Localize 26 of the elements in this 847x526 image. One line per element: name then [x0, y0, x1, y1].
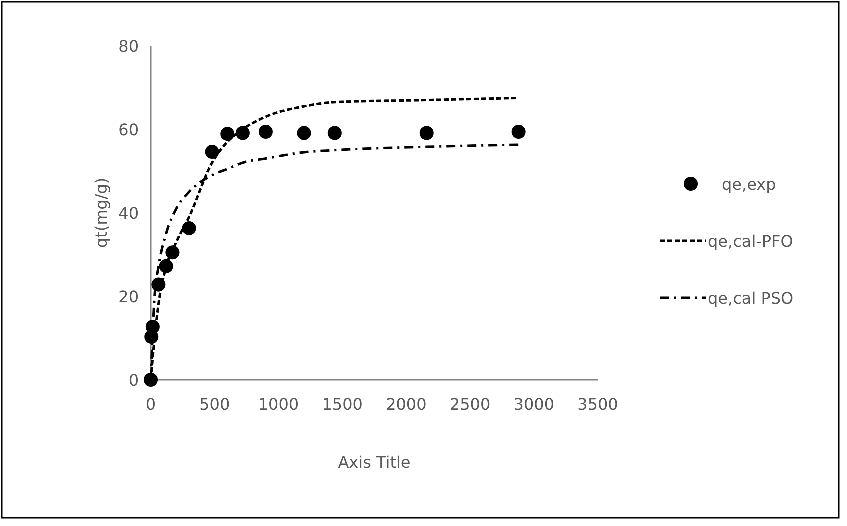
point [182, 221, 196, 236]
point [258, 125, 273, 139]
x-tick-label: 2000 [386, 395, 427, 414]
y-tick-label: 60 [118, 120, 139, 140]
x-tick-label: 1000 [258, 395, 300, 414]
y-tick-label: 80 [118, 37, 139, 56]
y-tick-label: 40 [118, 204, 139, 223]
legend-label: qe,cal-PFO [708, 232, 794, 251]
y-axis-title: qt(mg/g) [92, 178, 111, 248]
x-axis-title: Axis Title [338, 453, 411, 472]
x-tick-label: 2500 [450, 395, 491, 414]
point [205, 145, 220, 160]
point [512, 125, 526, 139]
point [420, 126, 434, 140]
x-tick-label: 0 [146, 395, 156, 414]
x-tick-label: 1500 [322, 395, 363, 414]
legend-label: qe,cal PSO [708, 289, 794, 308]
y-tick-label: 0 [128, 371, 139, 390]
point [220, 127, 235, 142]
x-tick-label: 3500 [578, 395, 618, 414]
point [328, 126, 342, 140]
legend-label: qe,exp [722, 175, 776, 194]
x-tick-label: 500 [200, 395, 230, 414]
y-tick-label: 20 [118, 288, 139, 306]
point [297, 126, 312, 140]
x-tick-label: 3000 [514, 395, 554, 414]
